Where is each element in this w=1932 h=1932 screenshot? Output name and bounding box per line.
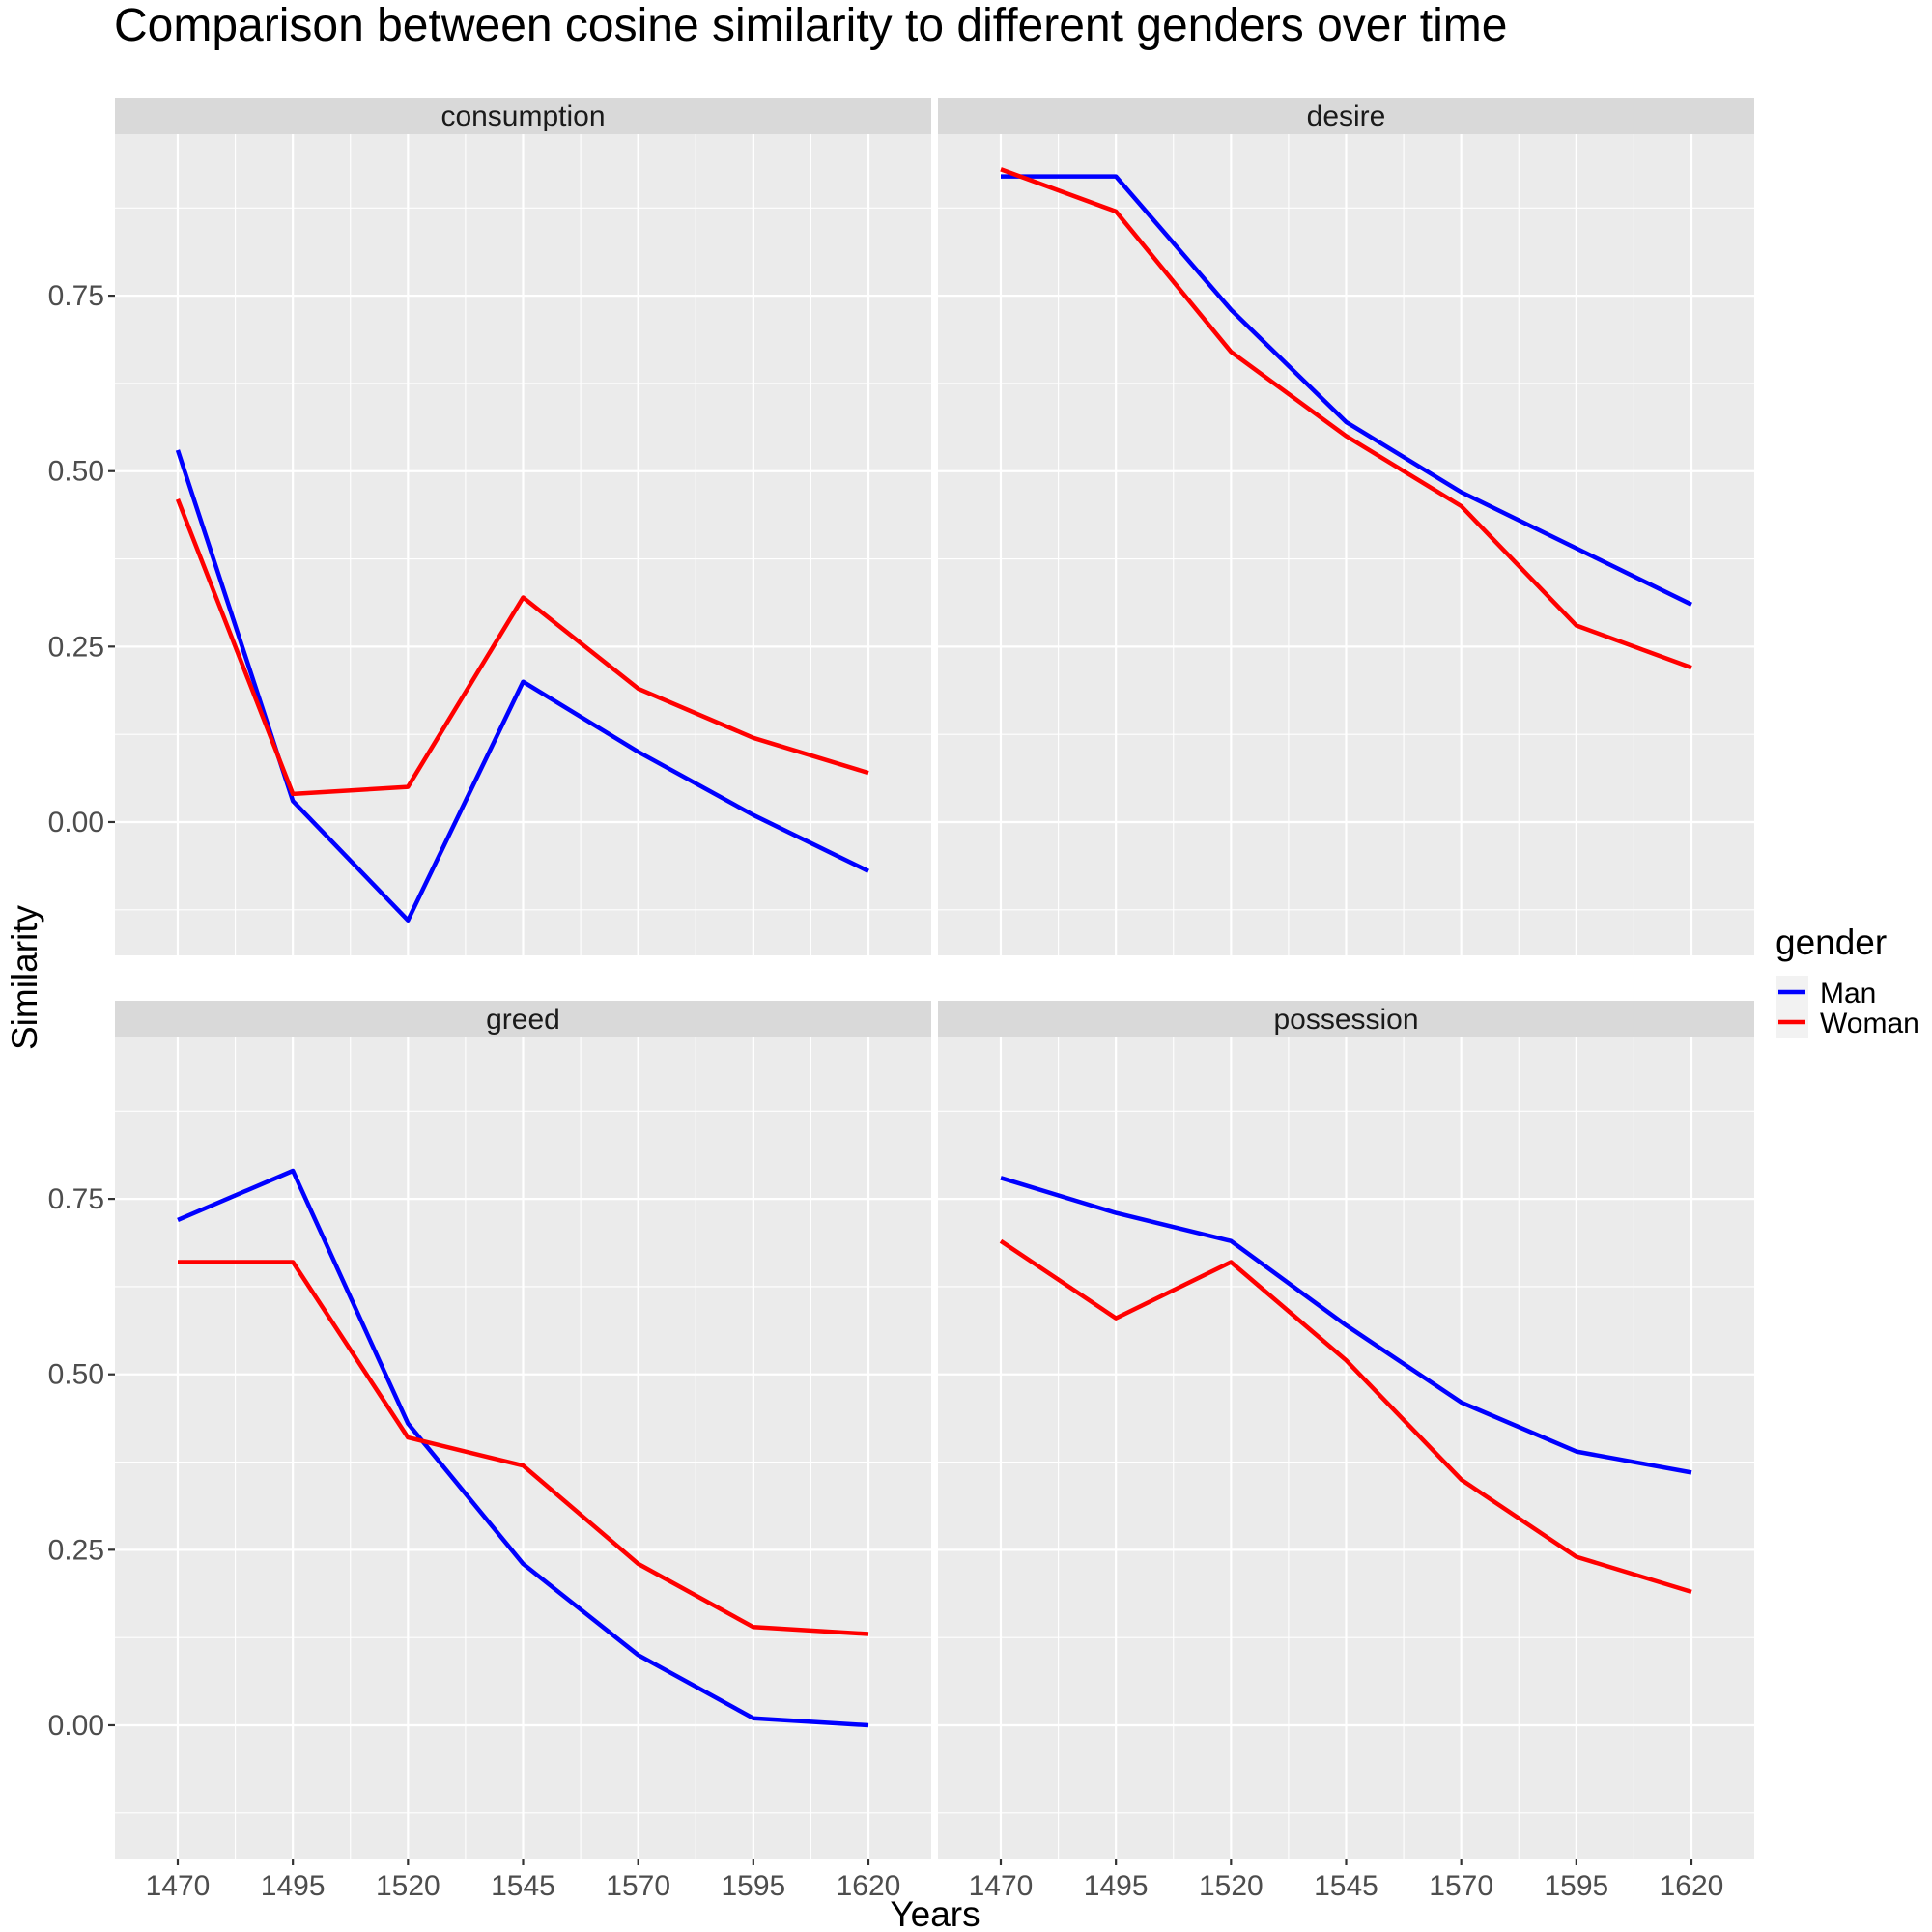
x-tick-label: 1520: [1199, 1870, 1264, 1902]
y-tick-label: 0.75: [48, 1183, 104, 1215]
y-tick-label: 0.25: [48, 631, 104, 663]
y-tick-label: 0.75: [48, 280, 104, 312]
x-tick-label: 1570: [606, 1870, 670, 1902]
x-tick-label: 1595: [1544, 1870, 1608, 1902]
panel-possession: possession 1470 1495 1520 1545 1570 1595 1620: [938, 1001, 1754, 1902]
x-tick-label: 1545: [491, 1870, 555, 1902]
legend-entry-woman: Woman: [1820, 1008, 1919, 1039]
series-line-possession-woman: [999, 1238, 1692, 1595]
x-axis-label: Years: [890, 1894, 980, 1932]
strip-label-possession: possession: [1273, 1004, 1418, 1036]
panel-greed: greed 0.00 0.25 0.50 0.75 1470 1495 1520 1545 157…: [48, 1001, 931, 1902]
series-line-possession-man: [1000, 1176, 1692, 1475]
strip-greed: [115, 1001, 931, 1037]
x-tick-label: 1620: [837, 1870, 901, 1902]
x-tick-label: 1470: [969, 1870, 1034, 1902]
x-tick-label: 1570: [1429, 1870, 1493, 1902]
x-tick-label: 1470: [146, 1870, 211, 1902]
panel-consumption: consumption 0.00 0.25 0.50 0.75: [48, 98, 931, 955]
x-tick-label: 1520: [376, 1870, 440, 1902]
strip-label-consumption: consumption: [440, 100, 605, 132]
series-line-greed-man: [177, 1168, 869, 1728]
panel-desire: desire: [938, 98, 1754, 955]
x-tick-label: 1595: [721, 1870, 785, 1902]
y-tick-label: 0.50: [48, 1359, 104, 1391]
series-line-greed-woman: [178, 1260, 869, 1636]
chart-title: Comparison between cosine similarity to …: [114, 0, 1507, 51]
strip-desire: [938, 98, 1754, 134]
strip-label-greed: greed: [486, 1004, 560, 1036]
facet-panels: consumption 0.00 0.25 0.50 0.75 desire greed 0.…: [48, 98, 1754, 1902]
y-tick-label: 0.00: [48, 807, 104, 838]
series-line-consumption-woman: [175, 497, 869, 797]
strip-label-desire: desire: [1307, 100, 1386, 132]
x-tick-label: 1545: [1314, 1870, 1378, 1902]
x-tick-label: 1495: [261, 1870, 326, 1902]
x-tick-label: 1495: [1084, 1870, 1149, 1902]
legend-entry-man: Man: [1820, 978, 1876, 1009]
y-tick-label: 0.25: [48, 1534, 104, 1566]
series-line-desire-man: [1001, 174, 1692, 607]
strip-possession: [938, 1001, 1754, 1037]
y-tick-label: 0.00: [48, 1710, 104, 1742]
strip-consumption: [115, 98, 931, 134]
y-tick-label: 0.50: [48, 456, 104, 488]
legend-title: gender: [1776, 923, 1887, 962]
y-axis-label: Similarity: [5, 904, 44, 1050]
series-line-desire-woman: [1000, 167, 1692, 670]
series-line-consumption-man: [175, 449, 869, 923]
legend: gender Man Woman: [1776, 923, 1919, 1039]
x-tick-label: 1620: [1660, 1870, 1724, 1902]
